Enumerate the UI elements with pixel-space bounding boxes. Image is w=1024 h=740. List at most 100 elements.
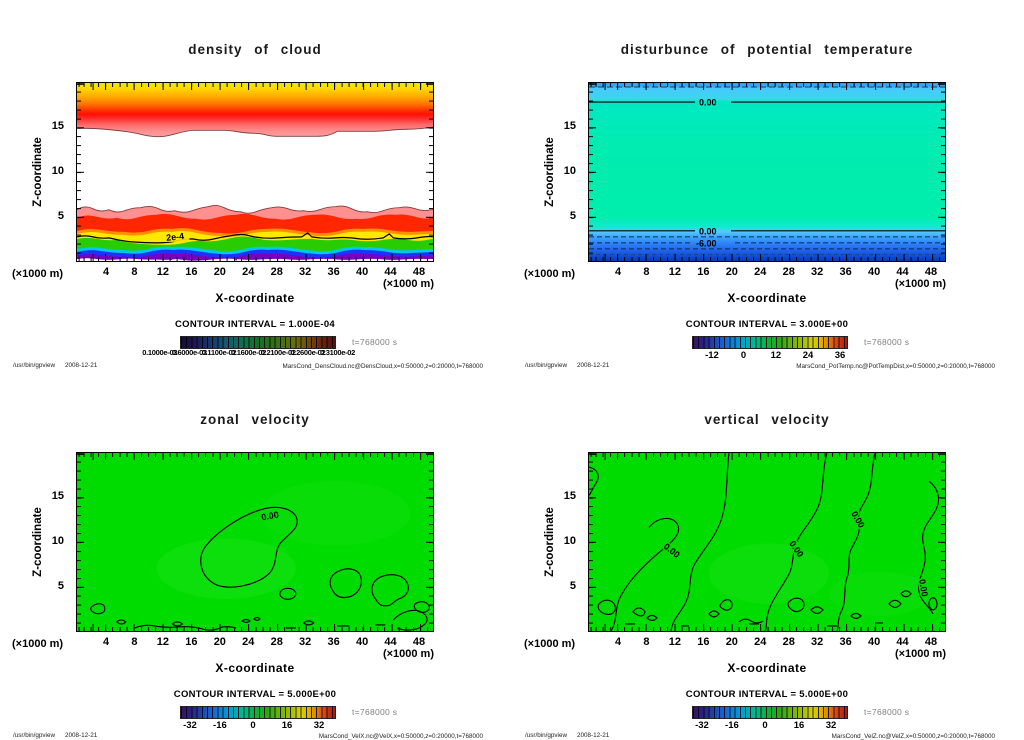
contour-interval-text: CONTOUR INTERVAL = 5.000E+00: [173, 689, 337, 700]
footer-dataset: MarsCond_PotTemp.nc@PotTempDist,x=0:5000…: [796, 363, 995, 370]
x-tick: 28: [782, 266, 795, 278]
x-tick: 24: [242, 266, 255, 278]
x-tick: 4: [102, 266, 110, 278]
x-tick: 28: [782, 636, 795, 648]
x-tick: 8: [643, 266, 650, 278]
colorbar-tick-label: -32: [695, 720, 709, 731]
panel-title: vertical velocity: [704, 412, 830, 427]
x-tick: 24: [754, 636, 767, 648]
panel-title: density of cloud: [188, 42, 322, 57]
x-tick: 4: [102, 636, 110, 648]
footer-left: /usr/bin/gpview 2008-12-21: [525, 362, 609, 369]
colorbar-labels: -12 0 12 24 36: [692, 350, 848, 362]
x-tick-labels: 4 8 12 16 20 24 28 32 36 40 44 48: [95, 636, 430, 648]
time-label: t=768000 s: [864, 707, 910, 717]
x-unit-left: (×1000 m): [12, 638, 64, 650]
y-tick: 5: [57, 580, 64, 592]
contour-label-0-d: 0.00: [917, 578, 930, 597]
panel-potential-temperature: disturbunce of potential temperature Z-c…: [512, 0, 1024, 370]
x-tick: 12: [668, 266, 682, 278]
panel-density-of-cloud: density of cloud Z-coordinate 15 10 5: [0, 0, 512, 370]
date-label: 2008-12-21: [65, 732, 98, 739]
colorbar-tick-label: 0: [740, 350, 747, 361]
contour-interval-text: CONTOUR INTERVAL = 5.000E+00: [685, 689, 849, 700]
x-unit-left: (×1000 m): [524, 268, 576, 280]
velz-contour-plot: 0.00 0.00 0.00 0.00: [589, 453, 945, 631]
contour-label-2e-4: 2e-4: [166, 231, 185, 243]
x-tick: 28: [270, 636, 283, 648]
x-axis-label: X-coordinate: [727, 661, 807, 675]
colorbar-tick-label: 12: [770, 350, 782, 361]
x-tick: 32: [299, 636, 312, 648]
x-axis-label: X-coordinate: [215, 291, 295, 305]
x-unit-right: (×1000 m): [894, 648, 946, 660]
contour-interval-text: CONTOUR INTERVAL = 3.000E+00: [685, 319, 849, 330]
velx-contour-plot: 0.00: [77, 453, 433, 631]
x-tick: 48: [924, 636, 938, 648]
y-tick-labels: 15 10 5: [38, 82, 66, 262]
x-tick: 36: [327, 266, 340, 278]
x-tick: 44: [384, 266, 397, 278]
footer-dataset: MarsCond_DensCloud.nc@DensCloud,x=0:5000…: [282, 363, 483, 370]
x-tick: 12: [156, 266, 170, 278]
x-tick: 8: [643, 636, 650, 648]
y-tick: 15: [51, 120, 64, 132]
colorbar-tick-label: 0.2100e-02: [260, 348, 296, 357]
x-tick: 24: [242, 636, 255, 648]
date-label: 2008-12-21: [577, 362, 610, 369]
x-tick: 16: [185, 636, 198, 648]
colorbar-tick-label: 16: [793, 720, 805, 731]
x-unit-right: (×1000 m): [894, 278, 946, 290]
colorbar: [180, 706, 336, 719]
colorbar-labels: -32 -16 0 16 32: [692, 720, 848, 732]
date-label: 2008-12-21: [65, 362, 98, 369]
y-tick: 5: [569, 580, 576, 592]
x-tick: 28: [270, 266, 283, 278]
contour-label-neg6: -6.00: [696, 238, 717, 248]
y-tick: 5: [569, 210, 576, 222]
colorbar-tick-label: 0: [762, 720, 768, 731]
panel-vertical-velocity: vertical velocity Z-coordinate 15 10 5: [512, 370, 1024, 740]
colorbar-tick-label: 0: [250, 720, 256, 731]
panel-zonal-velocity: zonal velocity Z-coordinate 15 10 5: [0, 370, 512, 740]
footer-dataset: MarsCond_VelZ.nc@VelZ,x=0:50000,z=0:2000…: [831, 733, 995, 740]
y-tick: 15: [51, 490, 64, 502]
x-tick: 48: [924, 266, 938, 278]
x-tick-labels: 4 8 12 16 20 24 28 32 36 40 44 48: [607, 636, 942, 648]
plot-area-pottemp: 0.00 0.00 -6.00: [588, 82, 946, 262]
x-tick: 20: [725, 266, 738, 278]
x-tick: 40: [355, 636, 369, 648]
footer: /usr/bin/gpview 2008-12-21 MarsCond_VelX.…: [0, 732, 512, 740]
x-tick: 48: [412, 636, 426, 648]
x-tick: 24: [754, 266, 767, 278]
time-label: t=768000 s: [864, 337, 910, 347]
y-tick: 10: [51, 165, 64, 177]
colorbar-tick-label: 0.2600e-02: [290, 348, 326, 357]
plot-area-velz: 0.00 0.00 0.00 0.00: [588, 452, 946, 632]
y-tick-labels: 15 10 5: [550, 452, 578, 632]
y-tick-labels: 15 10 5: [550, 82, 578, 262]
contour-label-0-top: 0.00: [699, 98, 717, 108]
colorbar-tick-label: -32: [183, 720, 197, 731]
generator-path: /usr/bin/gpview: [525, 362, 567, 369]
x-tick: 20: [213, 636, 226, 648]
footer-left: /usr/bin/gpview 2008-12-21: [13, 362, 97, 369]
generator-path: /usr/bin/gpview: [13, 362, 55, 369]
x-tick: 40: [355, 266, 369, 278]
x-tick: 44: [384, 636, 397, 648]
colorbar: [692, 336, 848, 349]
x-tick: 16: [185, 266, 198, 278]
colorbar-tick-label: -16: [725, 720, 739, 731]
colorbar: [692, 706, 848, 719]
x-tick: 4: [614, 636, 622, 648]
y-tick: 15: [563, 490, 576, 502]
colorbar-tick-label: 0.1600e-02: [231, 348, 267, 357]
x-tick: 32: [811, 636, 824, 648]
footer-dataset: MarsCond_VelX.nc@VelX,x=0:50000,z=0:2000…: [318, 733, 483, 740]
contour-label-0: 0.00: [261, 509, 280, 522]
colorbar-tick-label: -16: [213, 720, 227, 731]
footer-left: /usr/bin/gpview 2008-12-21: [525, 732, 609, 739]
x-tick-labels: 4 8 12 16 20 24 28 32 36 40 44 48: [95, 266, 430, 278]
density-contour-plot: 2e-4: [77, 83, 433, 261]
